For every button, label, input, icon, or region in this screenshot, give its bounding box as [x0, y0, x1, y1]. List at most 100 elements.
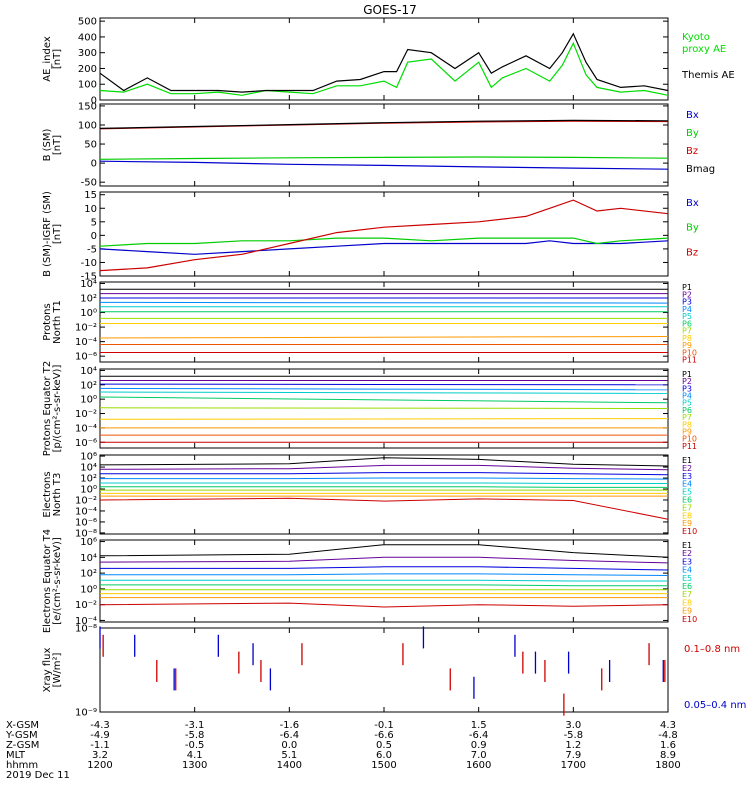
- y-tick-label: 10⁻²: [75, 600, 97, 611]
- series-line: [99, 237, 669, 247]
- axis-row-value: 1500: [371, 760, 396, 771]
- axis-row-value: 0.0: [281, 740, 297, 751]
- legend-label: P6: [682, 319, 692, 328]
- axis-row-value: -6.4: [280, 730, 300, 741]
- legend-label: E5: [682, 488, 692, 497]
- legend-label: P5: [682, 312, 692, 321]
- y-tick-label: -10: [81, 258, 97, 269]
- y-tick-label: 10⁰: [80, 395, 97, 406]
- legend-label: E9: [682, 607, 692, 616]
- panel-protons-t2: 10⁴ 10² 10⁰ 10⁻² 10⁻⁴ 10⁻⁶ Protons Equator T2[…: [42, 361, 697, 457]
- legend-label: E3: [682, 557, 692, 566]
- series-line: [99, 556, 669, 564]
- series-line: [100, 566, 669, 571]
- series-line: [99, 544, 669, 558]
- axis-row-value: 1200: [87, 760, 112, 771]
- y-axis-label: B (SM)-IGRF (SM): [42, 191, 53, 277]
- y-tick-label: 10⁰: [80, 485, 97, 496]
- y-tick-label: 15: [84, 190, 97, 201]
- series-line: [99, 396, 669, 404]
- series-line: [99, 199, 669, 272]
- legend-label: E9: [682, 519, 692, 528]
- axis-row-value: -4.9: [90, 730, 110, 741]
- y-tick-label: 10⁴: [80, 366, 97, 377]
- y-tick-label: 150: [78, 101, 97, 112]
- legend-label: E10: [682, 615, 697, 624]
- legend-label: P3: [682, 298, 692, 307]
- axis-row-value: 5.1: [281, 750, 297, 761]
- legend-label: E5: [682, 574, 692, 583]
- legend-label: P8: [682, 420, 692, 429]
- series-line: [99, 383, 669, 386]
- legend-label: P11: [682, 442, 697, 451]
- axis-row-value: 3.0: [565, 720, 581, 731]
- y-tick-label: 10⁻²: [75, 409, 97, 420]
- y-tick-label: 10⁻⁸: [75, 624, 97, 635]
- axis-date: 2019 Dec 11: [6, 770, 70, 781]
- y-tick-label: 10⁻⁹: [75, 708, 97, 719]
- y-tick-label: -15: [81, 272, 97, 283]
- legend-label: Bx: [686, 110, 699, 121]
- y-tick-label: 400: [78, 32, 97, 43]
- series-line: [99, 418, 669, 420]
- series-line: [100, 486, 668, 488]
- legend-label: E8: [682, 598, 692, 607]
- y-tick-label: 10⁰: [80, 308, 97, 319]
- axis-row-value: 4.1: [187, 750, 203, 761]
- axis-row-value: 1300: [182, 760, 207, 771]
- y-axis-label: [nT]: [52, 135, 63, 155]
- y-tick-label: 100: [78, 120, 97, 131]
- y-tick-label: 10⁰: [80, 584, 97, 595]
- axis-row-value: -5.8: [185, 730, 205, 741]
- legend-label: E3: [682, 472, 692, 481]
- y-tick-label: 10⁶: [80, 537, 97, 548]
- axis-row-value: 1400: [277, 760, 302, 771]
- series-line: [99, 457, 669, 467]
- series-line: [100, 477, 669, 480]
- series-line: [99, 464, 669, 471]
- y-tick-label: 100: [78, 80, 97, 91]
- y-tick-label: 5: [91, 217, 97, 228]
- y-axis-label: Electrons: [42, 471, 53, 517]
- series-line: [99, 391, 669, 394]
- axis-row-value: 0.9: [471, 740, 487, 751]
- y-tick-label: 10⁻⁴: [75, 616, 97, 627]
- y-axis-label: [nT]: [52, 224, 63, 244]
- chart-title: GOES-17: [363, 3, 417, 17]
- panel-bsm: -50 0 50 100 150 B (SM) [nT] Bx By Bz Bmag: [42, 101, 715, 188]
- y-axis-label: [e/(cm²-s-sr-keV)]: [52, 537, 63, 625]
- legend-label: proxy AE: [682, 44, 726, 55]
- legend-label: P5: [682, 399, 692, 408]
- axis-row-value: 7.0: [471, 750, 487, 761]
- y-tick-label: 10⁴: [80, 463, 97, 474]
- y-tick-label: 0: [91, 231, 97, 242]
- y-axis-label: Electrons Equator T4: [42, 529, 53, 633]
- y-tick-label: 10⁴: [80, 279, 97, 290]
- y-tick-label: 10²: [80, 569, 97, 580]
- y-tick-label: 10⁶: [80, 452, 97, 463]
- y-tick-label: 300: [78, 48, 97, 59]
- axis-row-value: -0.1: [374, 720, 394, 731]
- axis-row-value: 1.2: [565, 740, 581, 751]
- axis-row-value: -0.5: [185, 740, 205, 751]
- series-line: [100, 584, 668, 587]
- y-axis-label: B (SM): [42, 128, 53, 161]
- legend-label: Bz: [686, 146, 698, 157]
- panel-protons-t1: 10⁴ 10² 10⁰ 10⁻² 10⁻⁴ 10⁻⁶ Protons North T1 P1P2…: [42, 279, 697, 365]
- legend-label: P7: [682, 327, 692, 336]
- legend-label: E10: [682, 527, 697, 536]
- legend-label: P6: [682, 406, 692, 415]
- y-axis-label: Xray flux: [42, 648, 53, 693]
- y-tick-label: 50: [84, 140, 97, 151]
- y-tick-label: 500: [78, 17, 97, 28]
- series-line: [99, 160, 669, 170]
- axis-row-value: -6.6: [374, 730, 394, 741]
- y-tick-label: 10⁻⁶: [75, 438, 97, 449]
- series-line: [100, 579, 668, 582]
- panel-frame: [99, 103, 669, 187]
- panel-frame: [99, 627, 669, 713]
- legend-label: E1: [682, 541, 692, 550]
- axis-row-value: -4.3: [90, 720, 110, 731]
- legend-label: P4: [682, 305, 692, 314]
